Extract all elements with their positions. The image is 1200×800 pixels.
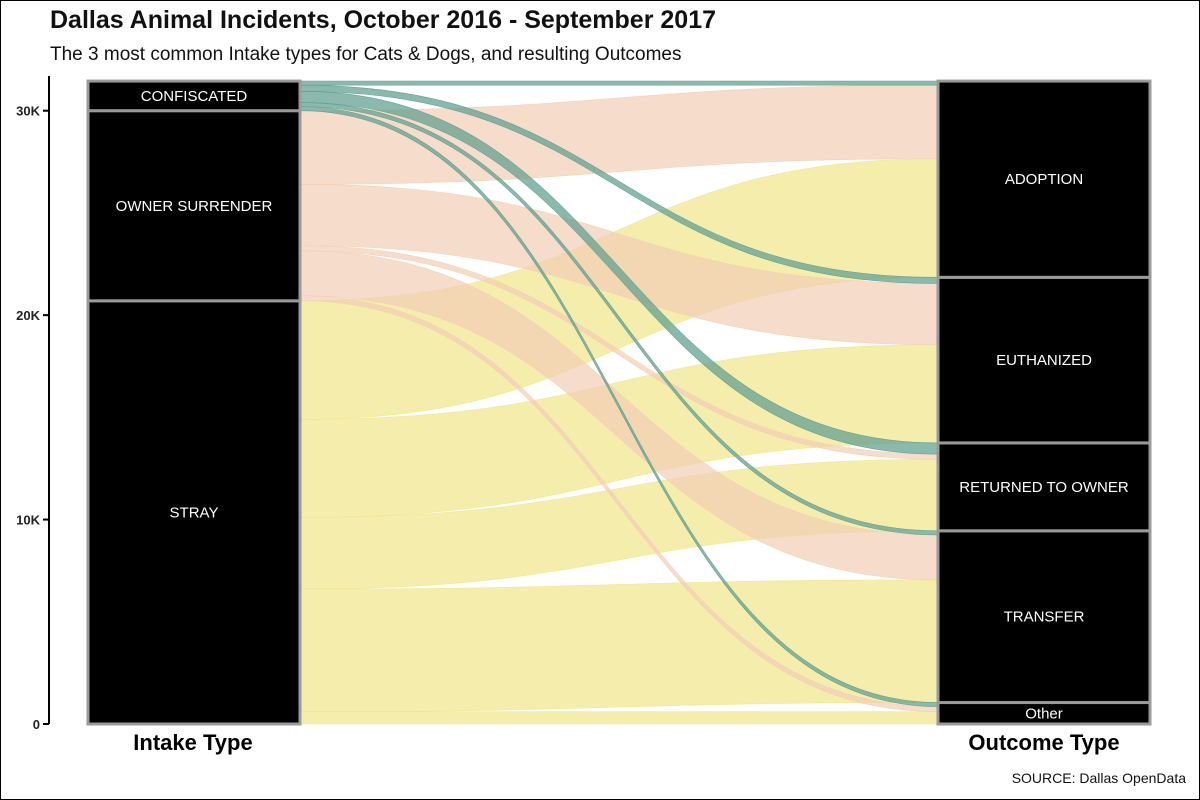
flow-confiscated-to-adoption bbox=[299, 80, 939, 86]
flow-stray-to-other bbox=[299, 711, 939, 725]
nodes-layer: STRAY OWNER SURRENDER CONFISCATED Other TRAN… bbox=[86, 79, 1152, 726]
outcome-label-returned-to-owner: RETURNED TO OWNER bbox=[959, 479, 1129, 496]
intake-label-owner-surrender: OWNER SURRENDER bbox=[116, 198, 273, 215]
y-tick-label: 10K bbox=[16, 513, 40, 528]
y-axis: 0 10K 20K 30K bbox=[16, 76, 50, 732]
intake-label-stray: STRAY bbox=[170, 504, 219, 521]
flow-stray-to-transfer bbox=[299, 579, 939, 713]
chart-subtitle: The 3 most common Intake types for Cats … bbox=[50, 44, 682, 65]
outcome-axis-title: Outcome Type bbox=[968, 730, 1119, 755]
y-tick-label: 0 bbox=[33, 717, 40, 732]
outcome-label-adoption: ADOPTION bbox=[1005, 171, 1083, 188]
outcome-node-adoption bbox=[936, 79, 1152, 279]
intake-node-confiscated bbox=[86, 79, 302, 113]
chart-title: Dallas Animal Incidents, October 2016 - … bbox=[50, 6, 717, 34]
outcome-node-transfer bbox=[936, 529, 1152, 705]
outcome-node-returned-to-owner bbox=[936, 441, 1152, 533]
outcome-label-euthanized: EUTHANIZED bbox=[996, 352, 1092, 369]
intake-label-confiscated: CONFISCATED bbox=[141, 88, 248, 105]
intake-axis-title: Intake Type bbox=[133, 730, 252, 755]
outcome-label-transfer: TRANSFER bbox=[1004, 609, 1085, 626]
y-tick-label: 30K bbox=[16, 104, 40, 119]
flows-layer bbox=[299, 80, 939, 725]
outcome-label-other: Other bbox=[1025, 705, 1063, 722]
source-note: SOURCE: Dallas OpenData bbox=[1011, 770, 1186, 786]
y-tick-label: 20K bbox=[16, 308, 40, 323]
intake-node-owner-surrender bbox=[86, 109, 302, 303]
